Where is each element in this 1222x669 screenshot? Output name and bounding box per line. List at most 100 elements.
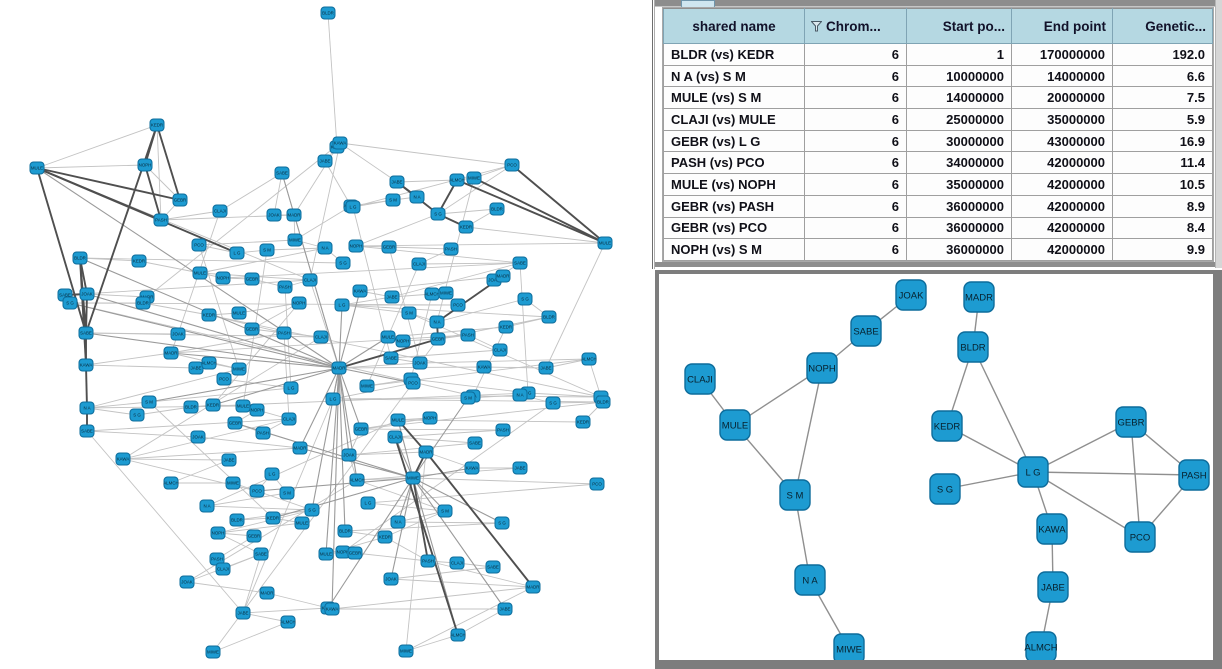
network-node[interactable]: KEDR (931, 410, 963, 442)
node-shape[interactable] (850, 315, 882, 347)
network-node[interactable]: CLAJI (684, 363, 716, 395)
node-shape[interactable] (597, 236, 613, 250)
network-node[interactable]: MIWE (398, 644, 414, 658)
network-node[interactable]: N A (429, 315, 445, 329)
table-row[interactable]: GEBR (vs) PASH 6 36000000 42000000 8.9 (663, 194, 1213, 218)
node-shape[interactable] (153, 213, 169, 227)
node-shape[interactable] (450, 628, 466, 642)
network-node[interactable]: JABE (538, 361, 554, 375)
filter-funnel-icon[interactable] (811, 20, 822, 32)
node-shape[interactable] (395, 334, 411, 348)
network-node[interactable]: SABE (274, 166, 290, 180)
node-shape[interactable] (418, 445, 434, 459)
network-node[interactable]: KAWA (115, 452, 131, 466)
cell-shared-name[interactable]: GEBR (vs) L G (663, 129, 805, 153)
cell-value[interactable]: 10000000 (906, 64, 1012, 88)
cell-shared-name[interactable]: CLAJI (vs) MULE (663, 108, 805, 131)
cell-value[interactable]: 6 (804, 108, 907, 131)
network-node[interactable]: ALMCH (450, 628, 466, 642)
network-node[interactable]: L G (345, 200, 361, 214)
node-shape[interactable] (246, 529, 262, 543)
network-node[interactable]: GEBR (1115, 406, 1147, 438)
node-shape[interactable] (1036, 513, 1068, 545)
network-node[interactable]: MADR (495, 269, 511, 283)
node-shape[interactable] (135, 296, 151, 310)
cell-value[interactable]: 6 (804, 43, 907, 66)
network-node[interactable]: BLDR (541, 310, 557, 324)
cell-shared-name[interactable]: NOPH (vs) S M (663, 238, 805, 261)
node-shape[interactable] (163, 476, 179, 490)
cell-value[interactable]: 42000000 (1011, 151, 1113, 175)
node-shape[interactable] (279, 486, 295, 500)
node-shape[interactable] (545, 396, 561, 410)
node-shape[interactable] (1115, 406, 1147, 438)
node-shape[interactable] (313, 330, 329, 344)
network-node[interactable]: PCO (405, 376, 421, 390)
network-node[interactable]: PCO (450, 298, 466, 312)
node-shape[interactable] (420, 554, 436, 568)
node-shape[interactable] (192, 266, 208, 280)
node-shape[interactable] (266, 208, 282, 222)
node-shape[interactable] (210, 526, 226, 540)
network-node[interactable]: MIWE (405, 471, 421, 485)
table-row[interactable]: GEBR (vs) PCO 6 36000000 42000000 8.4 (663, 216, 1213, 240)
network-node[interactable]: BLDR (135, 296, 151, 310)
node-shape[interactable] (212, 204, 228, 218)
network-node[interactable]: BLDR (72, 251, 88, 265)
cell-value[interactable]: 20000000 (1011, 86, 1113, 110)
node-shape[interactable] (1017, 456, 1049, 488)
network-node[interactable]: N A (512, 388, 528, 402)
node-shape[interactable] (443, 242, 459, 256)
node-shape[interactable] (191, 238, 207, 252)
network-node[interactable]: JOAK (179, 575, 195, 589)
node-shape[interactable] (504, 158, 520, 172)
network-node[interactable]: PCO (1124, 521, 1156, 553)
node-shape[interactable] (172, 193, 188, 207)
network-node[interactable]: JOAK (895, 279, 927, 311)
node-shape[interactable] (430, 207, 446, 221)
cell-value[interactable]: 36000000 (906, 238, 1012, 261)
node-shape[interactable] (244, 272, 260, 286)
network-node[interactable]: MULE (318, 547, 334, 561)
network-node[interactable]: JABE (512, 461, 528, 475)
network-node[interactable]: NOPH (215, 271, 231, 285)
cell-value[interactable]: 6 (804, 151, 907, 175)
node-shape[interactable] (405, 376, 421, 390)
network-node[interactable]: S G (494, 516, 510, 530)
node-shape[interactable] (264, 467, 280, 481)
node-shape[interactable] (318, 547, 334, 561)
table-row[interactable]: MULE (vs) S M 6 14000000 20000000 7.5 (663, 86, 1213, 110)
network-node[interactable]: PASH (276, 326, 292, 340)
network-node[interactable]: NOPH (137, 158, 153, 172)
network-node[interactable]: KAWA (332, 136, 348, 150)
network-node[interactable]: NOPH (291, 296, 307, 310)
network-node[interactable]: JABE (384, 290, 400, 304)
network-node[interactable]: ALMCH (424, 287, 440, 301)
node-shape[interactable] (779, 479, 811, 511)
network-node[interactable]: N A (79, 401, 95, 415)
network-node[interactable]: JOAK (341, 448, 357, 462)
cell-shared-name[interactable]: N A (vs) S M (663, 64, 805, 88)
node-shape[interactable] (512, 388, 528, 402)
node-shape[interactable] (163, 346, 179, 360)
node-shape[interactable] (78, 326, 94, 340)
network-node[interactable]: L G (360, 496, 376, 510)
column-header-start-po-[interactable]: Start po... (906, 8, 1012, 44)
network-node[interactable]: MULE (597, 236, 613, 250)
network-node[interactable]: S M (779, 479, 811, 511)
node-shape[interactable] (331, 361, 347, 375)
node-shape[interactable] (390, 413, 406, 427)
network-node[interactable]: S G (304, 503, 320, 517)
network-node[interactable]: MULE (380, 330, 396, 344)
node-shape[interactable] (460, 391, 476, 405)
cell-value[interactable]: 14000000 (1011, 64, 1113, 88)
node-shape[interactable] (231, 306, 247, 320)
node-shape[interactable] (179, 575, 195, 589)
node-shape[interactable] (429, 315, 445, 329)
table-row[interactable]: N A (vs) S M 6 10000000 14000000 6.6 (663, 64, 1213, 88)
network-node[interactable]: N A (390, 515, 406, 529)
network-node[interactable]: MULE (294, 516, 310, 530)
network-node[interactable]: CLAJI (313, 330, 329, 344)
node-shape[interactable] (390, 515, 406, 529)
